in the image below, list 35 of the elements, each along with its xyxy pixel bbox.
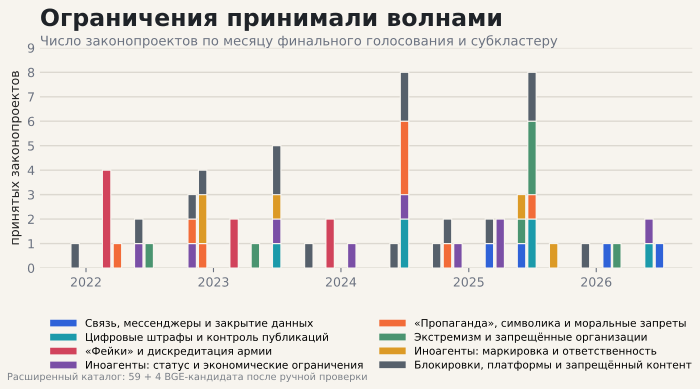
x-tick-label: 2023 (198, 277, 228, 287)
legend-label: Иноагенты: статус и экономические ограничения (86, 360, 363, 371)
y-tick-label: 9 (28, 43, 34, 53)
y-tick-label: 5 (28, 141, 34, 151)
bar (250, 243, 260, 268)
legend-label: Экстремизм и запрещённые организации (414, 332, 647, 343)
legend-label: «Пропаганда», символика и моральные запреты (414, 319, 686, 329)
y-tick-label: 3 (28, 190, 34, 200)
legend-label: Иноагенты: маркировка и ответственность (415, 346, 656, 357)
bar (580, 243, 590, 268)
chart-title: Ограничения принимали волнами (41, 8, 501, 31)
bar (347, 243, 357, 268)
bar (548, 243, 558, 268)
legend-label: Блокировки, платформы и запрещённый контент (415, 360, 692, 371)
y-tick-label: 7 (28, 92, 34, 102)
legend-label: Цифровые штрафы и контроль публикаций (86, 332, 328, 344)
y-tick-label: 0 (28, 263, 34, 273)
y-tick-label: 1 (28, 239, 34, 248)
bar (325, 218, 335, 268)
y-tick-label: 8 (28, 68, 34, 78)
y-axis-title: принятых законопроектов (12, 71, 22, 244)
bar (70, 243, 80, 268)
legend-label: «Фейки» и дискредитация армии (86, 346, 272, 357)
x-tick-label: 2026 (581, 277, 612, 287)
x-tick-label: 2024 (326, 277, 356, 287)
x-tick-label: 2025 (454, 277, 484, 287)
legend-label: Связь, мессенджеры и закрытие данных (86, 318, 313, 329)
x-tick-label: 2022 (71, 277, 101, 287)
y-tick-label: 6 (28, 116, 34, 126)
y-tick-label: 4 (28, 166, 34, 175)
y-tick-label: 2 (28, 214, 34, 224)
bar (304, 243, 314, 268)
chart-subtitle: Число законопроектов по месяцу финального голосования и субкластеру (41, 35, 558, 48)
text: Расширенный каталог: 59 + 4 BGE-кандидата после ручной проверки (8, 372, 367, 382)
bar (229, 218, 239, 268)
